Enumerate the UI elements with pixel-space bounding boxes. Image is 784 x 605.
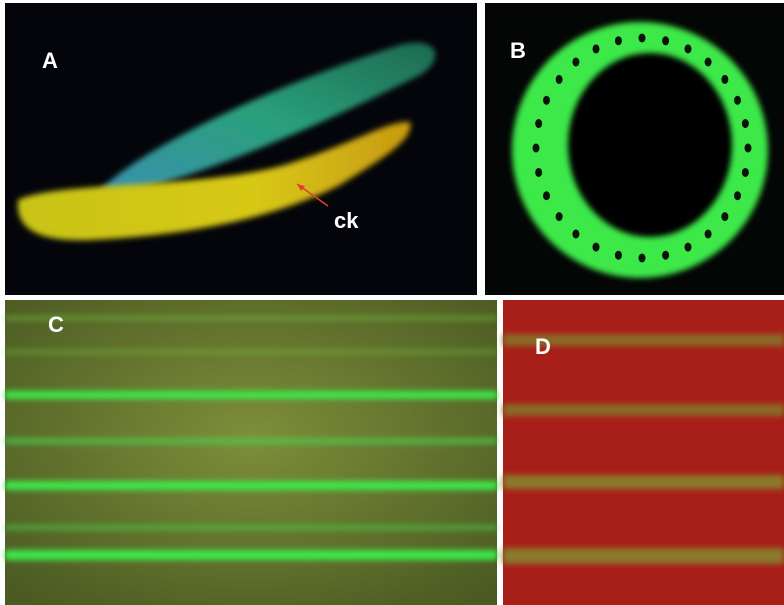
ring-dot xyxy=(593,243,600,252)
ring-dot xyxy=(639,254,646,263)
panel-label: A xyxy=(42,48,58,73)
ring-hole xyxy=(568,53,732,237)
ring-dot xyxy=(662,251,669,260)
ring-dot xyxy=(556,212,563,221)
ring-dot xyxy=(742,168,749,177)
ring-dot xyxy=(535,168,542,177)
ring-dot xyxy=(543,191,550,200)
ring-dot xyxy=(721,75,728,84)
ring-dot xyxy=(705,230,712,239)
ring-dot xyxy=(615,36,622,45)
ring-dot xyxy=(572,57,579,66)
stripe xyxy=(5,316,497,320)
ring-dot xyxy=(615,251,622,260)
ring-dot xyxy=(593,44,600,53)
ring-dot xyxy=(734,96,741,105)
stripe xyxy=(5,350,497,354)
stripe xyxy=(503,548,784,564)
stripe xyxy=(503,404,784,416)
stripe xyxy=(503,475,784,489)
ring-dot xyxy=(572,230,579,239)
panel-label: B xyxy=(510,38,526,63)
ring-dot xyxy=(742,119,749,128)
page: Fluorescence panels {"panels": [{"label"… xyxy=(0,0,784,605)
panel-label: D xyxy=(535,334,551,359)
stripe xyxy=(5,525,497,530)
annotation: ck xyxy=(334,208,359,233)
ring-dot xyxy=(556,75,563,84)
ring-dot xyxy=(639,34,646,43)
ring-dot xyxy=(684,243,691,252)
ring-dot xyxy=(684,44,691,53)
panel-label: C xyxy=(48,312,64,337)
stripe xyxy=(5,438,497,444)
ring-dot xyxy=(533,144,540,153)
stripe xyxy=(5,481,497,490)
ring-dot xyxy=(535,119,542,128)
ring-dot xyxy=(543,96,550,105)
figure: A ck B C D xyxy=(0,0,784,605)
ring-dot xyxy=(721,212,728,221)
stripe xyxy=(5,550,497,560)
ring-dot xyxy=(705,57,712,66)
ring-dot xyxy=(745,144,752,153)
body: A ck B C D (() => { const data = JSON.pa… xyxy=(0,0,784,605)
ring-dot xyxy=(734,191,741,200)
ring-dot xyxy=(662,36,669,45)
stripe xyxy=(5,391,497,399)
